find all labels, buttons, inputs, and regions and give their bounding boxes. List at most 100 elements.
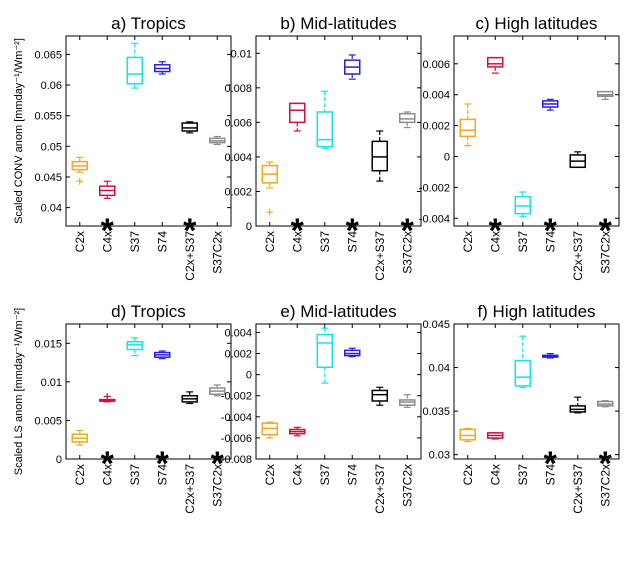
box-iqr bbox=[597, 90, 614, 97]
panel-6: f) High latitudes 0.03 0.035 0.04 0.045 C2x C4… bbox=[422, 302, 620, 514]
box-S37 bbox=[316, 90, 333, 149]
significance-star: * bbox=[101, 445, 115, 483]
y-tick-label: 0.065 bbox=[34, 49, 62, 61]
x-category-label: C4x bbox=[100, 231, 114, 252]
box-C2x+S37 bbox=[569, 151, 586, 169]
box-C4x bbox=[487, 56, 504, 74]
y-tick-label: 0.045 bbox=[34, 172, 62, 184]
axes-frame bbox=[453, 323, 620, 460]
panel-title: b) Mid-latitudes bbox=[280, 14, 396, 33]
x-category-label: C2x bbox=[461, 231, 475, 252]
box-iqr bbox=[459, 118, 476, 138]
box-iqr bbox=[289, 102, 306, 124]
x-category-label: S37C2x bbox=[598, 464, 612, 507]
box-S37 bbox=[126, 42, 143, 89]
box-iqr bbox=[126, 56, 143, 85]
box-S37 bbox=[316, 327, 333, 384]
x-category-label: S74 bbox=[155, 464, 169, 486]
panel-title: f) High latitudes bbox=[477, 302, 595, 321]
y-tick-label: -0.002 bbox=[419, 182, 450, 194]
x-category-label: C4x bbox=[290, 231, 304, 252]
y-tick-label: 0.004 bbox=[224, 152, 252, 164]
significance-star: * bbox=[211, 445, 225, 483]
panel-title: e) Mid-latitudes bbox=[280, 302, 396, 321]
box-C4x bbox=[99, 180, 116, 200]
box-iqr bbox=[487, 56, 504, 68]
panel-4: d) Tropics Scaled LS anom [mmday⁻¹/Wm⁻²] 0… bbox=[13, 302, 232, 514]
y-tick-label: 0.045 bbox=[422, 319, 450, 331]
panel-title: a) Tropics bbox=[111, 14, 186, 33]
significance-star: * bbox=[599, 212, 613, 250]
significance-star: * bbox=[101, 212, 115, 250]
x-category-label: S74 bbox=[345, 464, 359, 486]
y-tick-label: 0 bbox=[444, 151, 450, 163]
box-S37C2x bbox=[399, 111, 416, 129]
box-iqr bbox=[371, 389, 388, 402]
box-S74 bbox=[154, 61, 171, 75]
x-category-label: S37 bbox=[516, 464, 530, 486]
axes-frame bbox=[65, 323, 232, 460]
box-iqr bbox=[181, 122, 198, 132]
axes-frame bbox=[453, 35, 620, 227]
box-S37 bbox=[514, 191, 531, 218]
box-C4x bbox=[289, 102, 306, 132]
x-category-label: C2x bbox=[461, 464, 475, 485]
significance-star: * bbox=[544, 212, 558, 250]
box-S37C2x bbox=[399, 394, 416, 408]
box-C4x bbox=[99, 393, 116, 403]
y-tick-label: -0.008 bbox=[221, 454, 252, 466]
x-category-label: S37C2x bbox=[598, 231, 612, 274]
panel-3: c) High latitudes -0.004 -0.002 0 0.002 0.004… bbox=[419, 14, 620, 281]
box-S74 bbox=[542, 98, 559, 111]
y-tick-label: 0.006 bbox=[224, 117, 252, 129]
x-category-label: C2x+S37 bbox=[373, 231, 387, 281]
outlier-marker bbox=[266, 208, 274, 216]
panel-2: b) Mid-latitudes 0 0.002 0.004 0.006 0.008 0.0… bbox=[224, 14, 422, 281]
panel-5: e) Mid-latitudes -0.008 -0.006 -0.004 -0.002… bbox=[221, 302, 422, 514]
box-iqr bbox=[316, 333, 333, 368]
x-category-label: S37 bbox=[128, 464, 142, 486]
y-axis-label: Scaled LS anom [mmday⁻¹/Wm⁻²] bbox=[13, 308, 25, 476]
significance-star: * bbox=[544, 445, 558, 483]
y-tick-label: 0.015 bbox=[34, 338, 62, 350]
y-tick-label: 0.03 bbox=[429, 450, 450, 462]
box-S74 bbox=[542, 353, 559, 359]
x-category-label: C2x+S37 bbox=[373, 464, 387, 514]
axes-frame bbox=[255, 323, 422, 460]
panel-title: c) High latitudes bbox=[476, 14, 598, 33]
box-C2x bbox=[261, 421, 278, 439]
y-tick-label: 0.006 bbox=[422, 59, 450, 71]
x-category-label: S37 bbox=[128, 231, 142, 253]
y-axis-label: Scaled CONV anom [mmday⁻¹/Wm⁻²] bbox=[13, 38, 25, 224]
box-C2x+S37 bbox=[371, 130, 388, 182]
y-tick-label: 0.002 bbox=[422, 121, 450, 133]
y-tick-label: 0 bbox=[246, 370, 252, 382]
y-tick-label: 0.01 bbox=[231, 48, 252, 60]
box-C4x bbox=[487, 432, 504, 440]
x-category-label: S74 bbox=[345, 231, 359, 253]
y-tick-label: 0.04 bbox=[429, 363, 450, 375]
box-S37C2x bbox=[597, 400, 614, 408]
box-C2x bbox=[459, 103, 476, 147]
box-S37C2x bbox=[597, 90, 614, 100]
box-iqr bbox=[514, 359, 531, 387]
significance-star: * bbox=[346, 212, 360, 250]
significance-star: * bbox=[183, 212, 197, 250]
box-C2x bbox=[459, 427, 476, 443]
x-category-label: C2x bbox=[73, 231, 87, 252]
box-S37C2x bbox=[209, 135, 226, 146]
box-iqr bbox=[459, 428, 476, 441]
box-C2x+S37 bbox=[181, 121, 198, 134]
x-category-label: C2x+S37 bbox=[183, 231, 197, 281]
box-S37C2x bbox=[209, 384, 226, 397]
x-category-label: C2x+S37 bbox=[571, 231, 585, 281]
y-tick-label: 0.004 bbox=[224, 327, 252, 339]
y-tick-label: 0.008 bbox=[224, 83, 252, 95]
x-category-label: C4x bbox=[488, 231, 502, 252]
box-iqr bbox=[399, 112, 416, 124]
significance-star: * bbox=[489, 212, 503, 250]
x-category-label: S37 bbox=[516, 231, 530, 253]
x-category-label: S74 bbox=[543, 231, 557, 253]
box-C2x bbox=[261, 161, 278, 216]
